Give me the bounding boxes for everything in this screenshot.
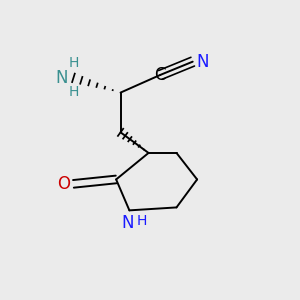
Text: H: H [136, 214, 147, 228]
Text: C: C [154, 66, 166, 84]
Text: N: N [122, 214, 134, 232]
Text: N: N [196, 53, 209, 71]
Text: N: N [56, 69, 68, 87]
Text: O: O [57, 175, 70, 193]
Text: H: H [68, 85, 79, 99]
Text: H: H [68, 56, 79, 70]
